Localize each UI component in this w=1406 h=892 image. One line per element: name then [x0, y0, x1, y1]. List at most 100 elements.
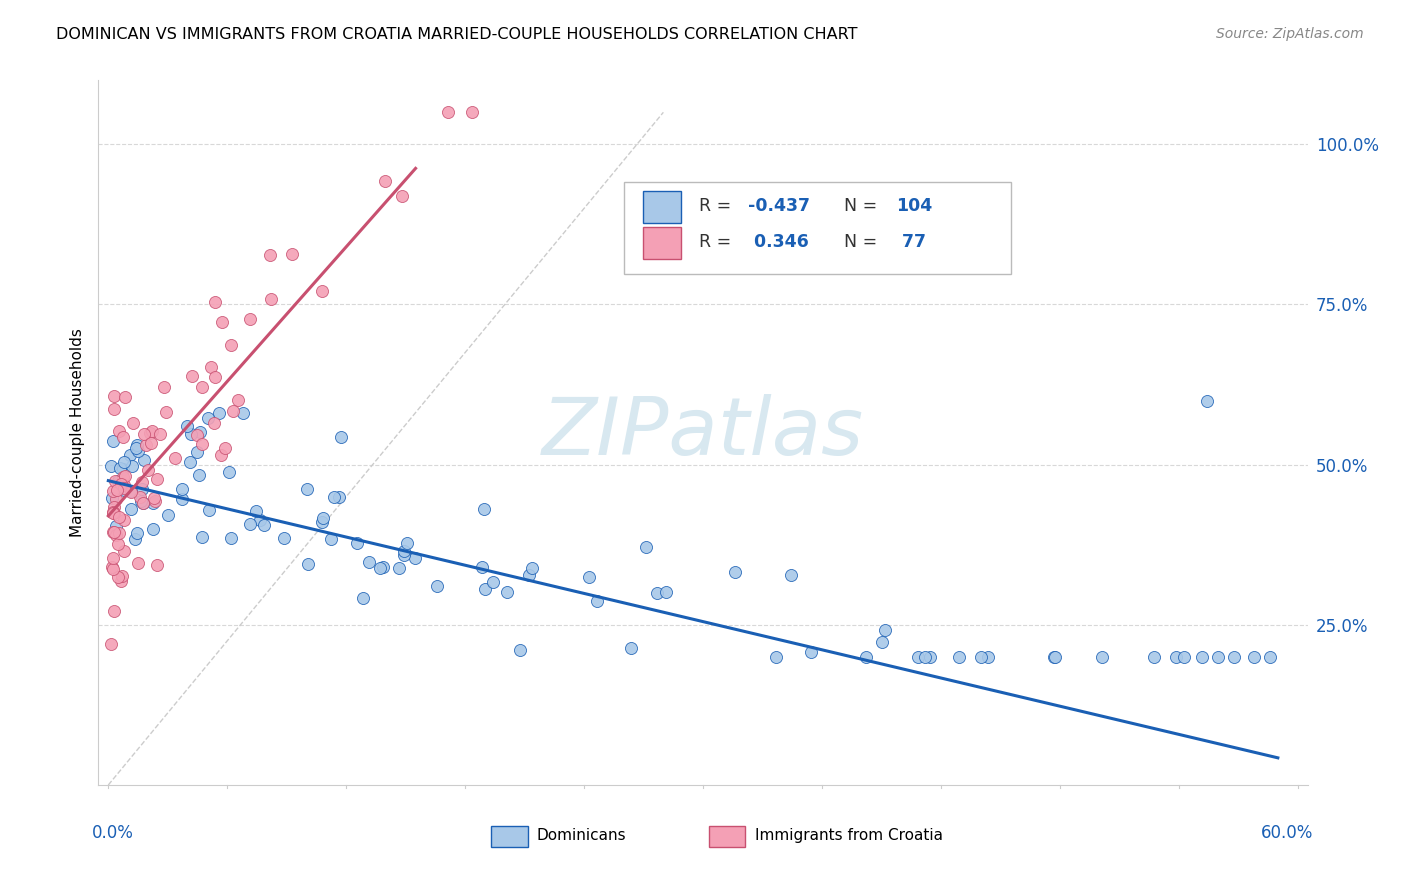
Point [155, 405, 177, 419]
Point [392, 544, 415, 558]
Point [107, 474, 129, 488]
Point [142, 491, 165, 506]
Point [357, 555, 380, 569]
Point [578, 570, 600, 584]
Point [371, 559, 394, 574]
Point [517, 568, 540, 582]
Point [172, 492, 194, 507]
Point [346, 536, 368, 550]
Point [208, 405, 231, 419]
Point [509, 643, 531, 657]
Point [135, 438, 157, 452]
Point [765, 649, 787, 664]
Point [127, 444, 149, 458]
Point [186, 428, 208, 442]
Point [110, 574, 132, 588]
Point [103, 603, 125, 617]
Point [142, 522, 165, 536]
Point [104, 475, 127, 489]
Point [112, 482, 135, 496]
Point [323, 490, 346, 504]
Point [103, 402, 125, 417]
Point [156, 508, 179, 523]
Point [191, 379, 214, 393]
Point [312, 510, 335, 524]
Point [121, 459, 143, 474]
Point [141, 435, 163, 450]
Point [112, 483, 135, 498]
Point [120, 502, 142, 516]
Text: N =: N = [845, 234, 883, 252]
Point [149, 427, 172, 442]
Point [136, 463, 159, 477]
Point [222, 404, 245, 418]
Text: 77: 77 [897, 234, 927, 252]
Point [100, 459, 122, 474]
Point [100, 637, 122, 651]
Point [200, 359, 222, 374]
Point [374, 174, 396, 188]
Point [105, 518, 128, 533]
Point [111, 430, 134, 444]
Point [281, 246, 304, 260]
Point [260, 292, 283, 306]
Point [112, 455, 135, 469]
Point [218, 465, 240, 479]
Point [370, 561, 392, 575]
Text: 60.0%: 60.0% [1261, 823, 1313, 842]
Point [1042, 649, 1064, 664]
Point [219, 531, 242, 545]
Point [228, 392, 250, 407]
Point [211, 314, 233, 328]
Point [388, 560, 411, 574]
Point [143, 493, 166, 508]
Point [198, 503, 221, 517]
Point [129, 490, 152, 504]
Point [108, 460, 131, 475]
Point [186, 445, 208, 459]
Point [392, 548, 415, 562]
Point [191, 530, 214, 544]
Point [146, 558, 169, 573]
Point [232, 406, 254, 420]
Point [132, 427, 155, 442]
Point [153, 380, 176, 394]
Point [141, 425, 163, 439]
Point [800, 645, 823, 659]
Point [352, 591, 374, 606]
Point [101, 525, 124, 540]
Point [107, 570, 129, 584]
Point [472, 501, 495, 516]
Point [103, 506, 125, 520]
Point [101, 434, 124, 449]
Point [111, 462, 134, 476]
Point [180, 369, 202, 384]
Point [875, 623, 897, 637]
Point [180, 427, 202, 442]
Point [396, 535, 419, 549]
Point [214, 441, 236, 455]
Point [321, 532, 343, 546]
Point [131, 482, 153, 496]
Point [129, 493, 152, 508]
Point [870, 634, 893, 648]
Point [780, 568, 803, 582]
Point [125, 438, 148, 452]
Point [461, 105, 484, 120]
Point [239, 516, 262, 531]
Point [655, 585, 678, 599]
Point [101, 562, 124, 576]
Point [330, 430, 353, 444]
Point [249, 513, 271, 527]
Text: -0.437: -0.437 [748, 197, 810, 215]
Point [107, 424, 129, 438]
Point [1143, 649, 1166, 664]
Point [108, 510, 131, 524]
Point [139, 425, 162, 440]
Point [112, 470, 135, 484]
Text: 0.346: 0.346 [748, 234, 808, 252]
Point [107, 537, 129, 551]
Point [120, 484, 142, 499]
Point [1206, 649, 1229, 664]
Point [125, 525, 148, 540]
